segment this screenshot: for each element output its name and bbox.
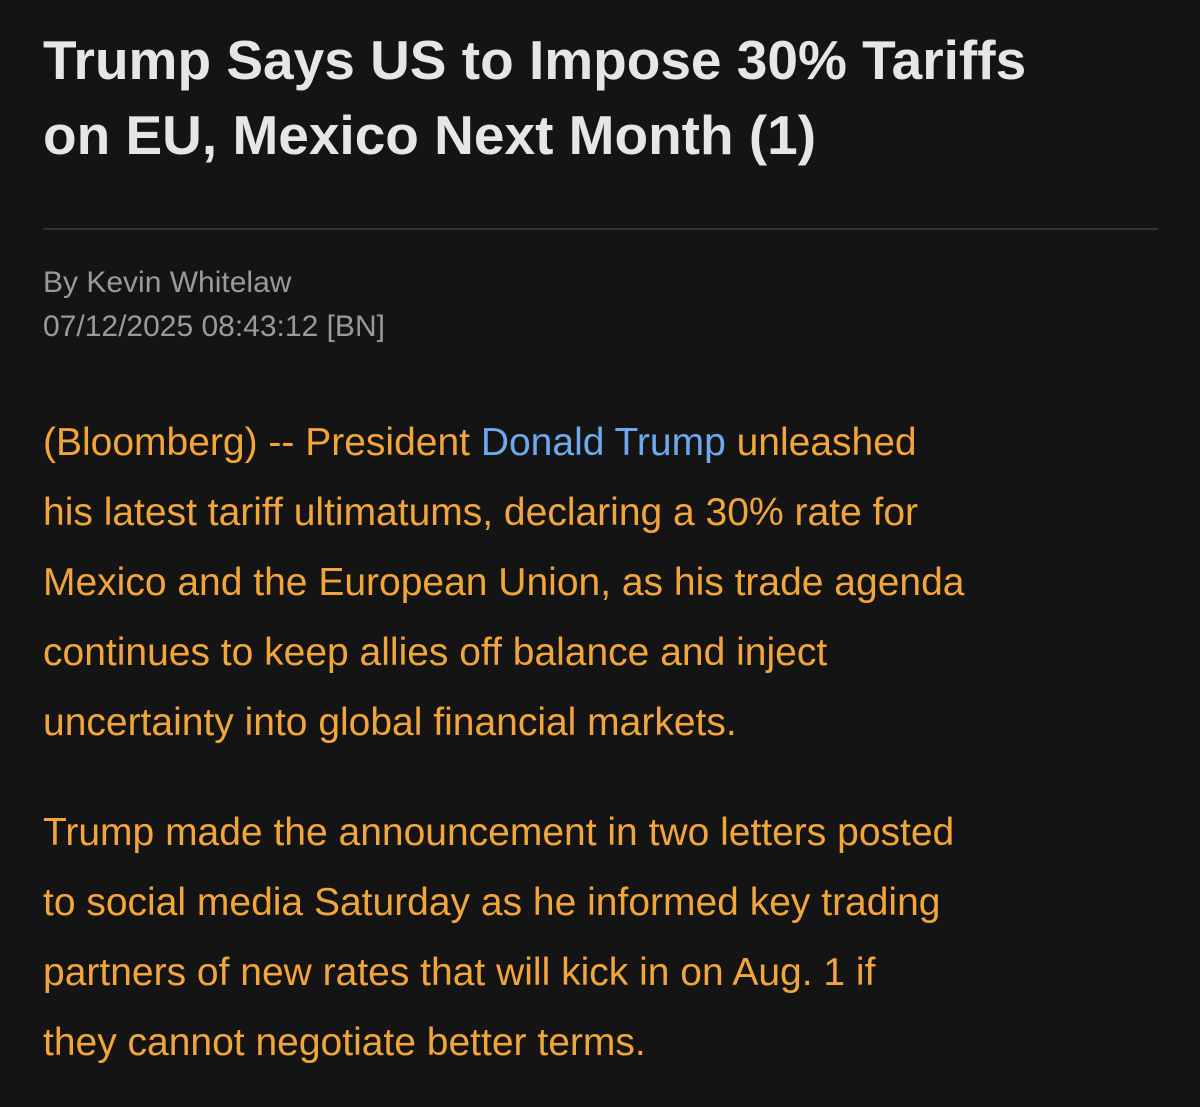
body-line: (Bloomberg) -- President Donald Trump un… <box>43 408 917 478</box>
text: (Bloomberg) -- President <box>43 421 481 464</box>
body-line: continues to keep allies off balance and… <box>43 631 828 674</box>
body-line: they cannot negotiate better terms. <box>43 1021 646 1064</box>
text: unleashed <box>725 421 917 464</box>
person-link[interactable]: Donald Trump <box>480 421 726 464</box>
headline: Trump Says US to Impose 30% Tariffs <box>43 29 1027 91</box>
body-line: Mexico and the European Union, as his tr… <box>43 561 965 604</box>
body-line: to social media Saturday as he informed … <box>43 881 941 924</box>
timestamp: 07/12/2025 08:43:12 [BN] <box>43 310 385 343</box>
body-line: his latest tariff ultimatums, declaring … <box>43 491 919 534</box>
author: By Kevin Whitelaw <box>43 266 292 299</box>
divider <box>43 228 1158 230</box>
body-line: partners of new rates that will kick in … <box>43 951 876 994</box>
body-line: Trump made the announcement in two lette… <box>43 811 955 854</box>
body-line: uncertainty into global financial market… <box>43 701 737 744</box>
headline: on EU, Mexico Next Month (1) <box>43 104 817 166</box>
